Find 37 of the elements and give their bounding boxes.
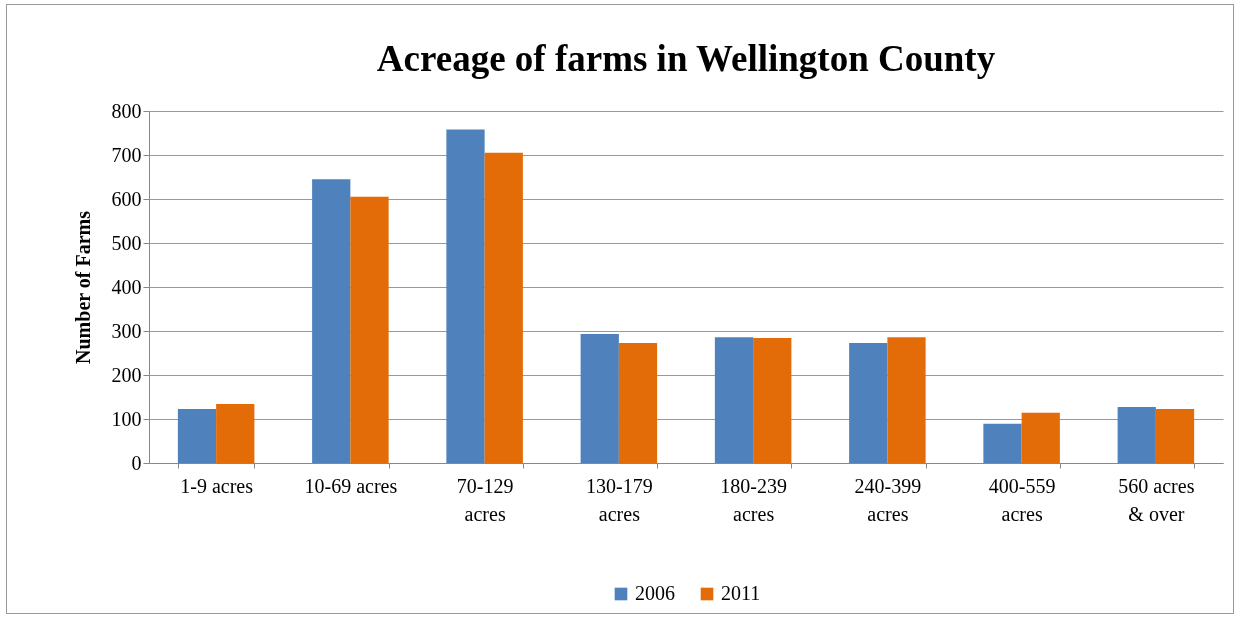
bar — [484, 152, 523, 463]
bar — [446, 129, 485, 463]
x-tick-label: 1-9 acres — [180, 474, 254, 497]
y-tick-label: 200 — [111, 363, 142, 386]
bar — [350, 196, 389, 463]
bar — [216, 404, 255, 463]
y-tick-label: 100 — [111, 407, 142, 430]
bar — [1117, 407, 1156, 463]
legend-label: 2006 — [635, 582, 675, 604]
bar — [849, 342, 888, 463]
x-tick-label: 400-559 acres — [988, 474, 1056, 525]
y-tick-label: 700 — [111, 143, 142, 166]
y-tick-label: 400 — [111, 275, 142, 298]
chart-title: Acreage of farms in Wellington County — [376, 38, 996, 79]
x-tick-label: 240-399 acres — [854, 474, 922, 525]
x-tick-label: 560 acres & over — [1118, 474, 1195, 525]
y-tick-label: 500 — [111, 231, 142, 254]
x-tick-label: 180-239 acres — [720, 474, 787, 525]
bar — [312, 179, 351, 463]
x-tick-label: 70-129 acres — [456, 474, 514, 525]
y-tick-label: 800 — [111, 99, 142, 122]
bar — [580, 334, 619, 463]
bar — [177, 408, 217, 463]
bar — [983, 423, 1022, 463]
y-tick-label: 300 — [111, 319, 142, 342]
y-axis-title: Number of Farms — [71, 210, 94, 364]
bar — [618, 342, 658, 463]
bar — [887, 337, 926, 463]
legend-label: 2011 — [721, 582, 761, 604]
x-tick-label: 10-69 acres — [304, 474, 398, 497]
y-tick-label: 600 — [111, 187, 142, 210]
bar — [753, 338, 792, 463]
x-tick-label: 130-179 acres — [586, 474, 653, 525]
bar — [714, 337, 754, 463]
bar — [1021, 412, 1060, 463]
bar — [1155, 408, 1195, 463]
y-tick-label: 0 — [131, 451, 142, 474]
